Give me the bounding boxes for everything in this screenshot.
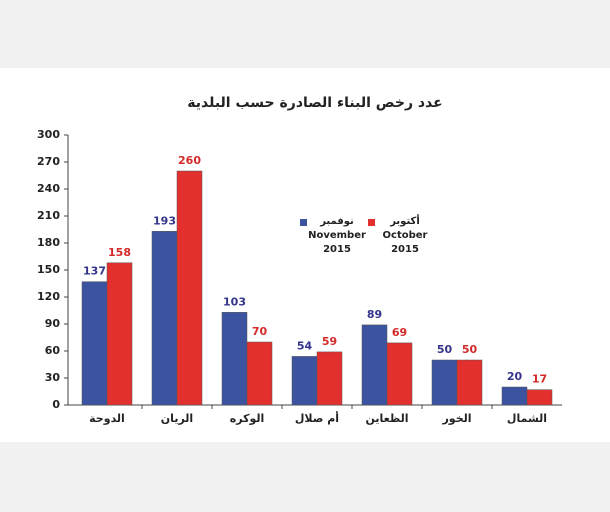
y-tick-label: 120 — [37, 290, 60, 303]
bar — [151, 231, 178, 406]
data-label: 20 — [507, 370, 523, 383]
y-tick-label: 210 — [37, 209, 60, 222]
legend-swatch — [300, 219, 307, 226]
bar — [106, 262, 133, 406]
x-tick-label: الشمال — [507, 412, 547, 425]
bar — [386, 342, 413, 406]
y-tick-label: 240 — [37, 182, 60, 195]
data-label: 193 — [153, 214, 176, 227]
data-label: 54 — [297, 339, 313, 352]
y-tick-label: 300 — [37, 128, 60, 141]
x-tick-label: الظعاين — [366, 412, 409, 425]
bar — [456, 359, 483, 406]
bar — [246, 341, 273, 406]
data-label: 50 — [437, 343, 453, 356]
y-tick-label: 180 — [37, 236, 60, 249]
data-label: 158 — [108, 246, 131, 259]
y-tick-label: 270 — [37, 155, 60, 168]
bar — [526, 389, 553, 406]
data-label: 70 — [252, 325, 268, 338]
x-tick-label: الوكره — [230, 412, 265, 425]
x-tick-label: الريان — [161, 412, 193, 425]
bar — [176, 170, 203, 406]
legend-label: أكتوبر October 2015 — [382, 216, 428, 255]
data-label: 137 — [83, 265, 106, 278]
bar — [501, 386, 528, 406]
x-tick-label: أم صلال — [295, 411, 339, 425]
data-label: 260 — [178, 154, 201, 167]
data-label: 50 — [462, 343, 478, 356]
y-tick-label: 90 — [45, 317, 61, 330]
bar — [291, 356, 318, 406]
legend-swatch — [368, 219, 375, 226]
y-tick-label: 30 — [45, 371, 61, 384]
bar — [316, 351, 343, 406]
bar — [221, 312, 248, 406]
bar — [431, 359, 458, 406]
bar — [361, 324, 388, 406]
legend-label: نوفمبر November 2015 — [308, 216, 366, 255]
y-tick-label: 0 — [52, 398, 60, 411]
bar — [81, 281, 108, 406]
data-label: 89 — [367, 308, 382, 321]
x-tick-label: الخور — [441, 412, 471, 425]
data-label: 59 — [322, 335, 337, 348]
y-tick-label: 60 — [45, 344, 61, 357]
chart-title: عدد رخص البناء الصادرة حسب البلدية — [187, 95, 442, 111]
x-tick-label: الدوحة — [89, 412, 125, 425]
data-label: 69 — [392, 326, 407, 339]
data-label: 103 — [223, 295, 246, 308]
data-label: 17 — [532, 373, 547, 386]
y-tick-label: 150 — [37, 263, 60, 276]
